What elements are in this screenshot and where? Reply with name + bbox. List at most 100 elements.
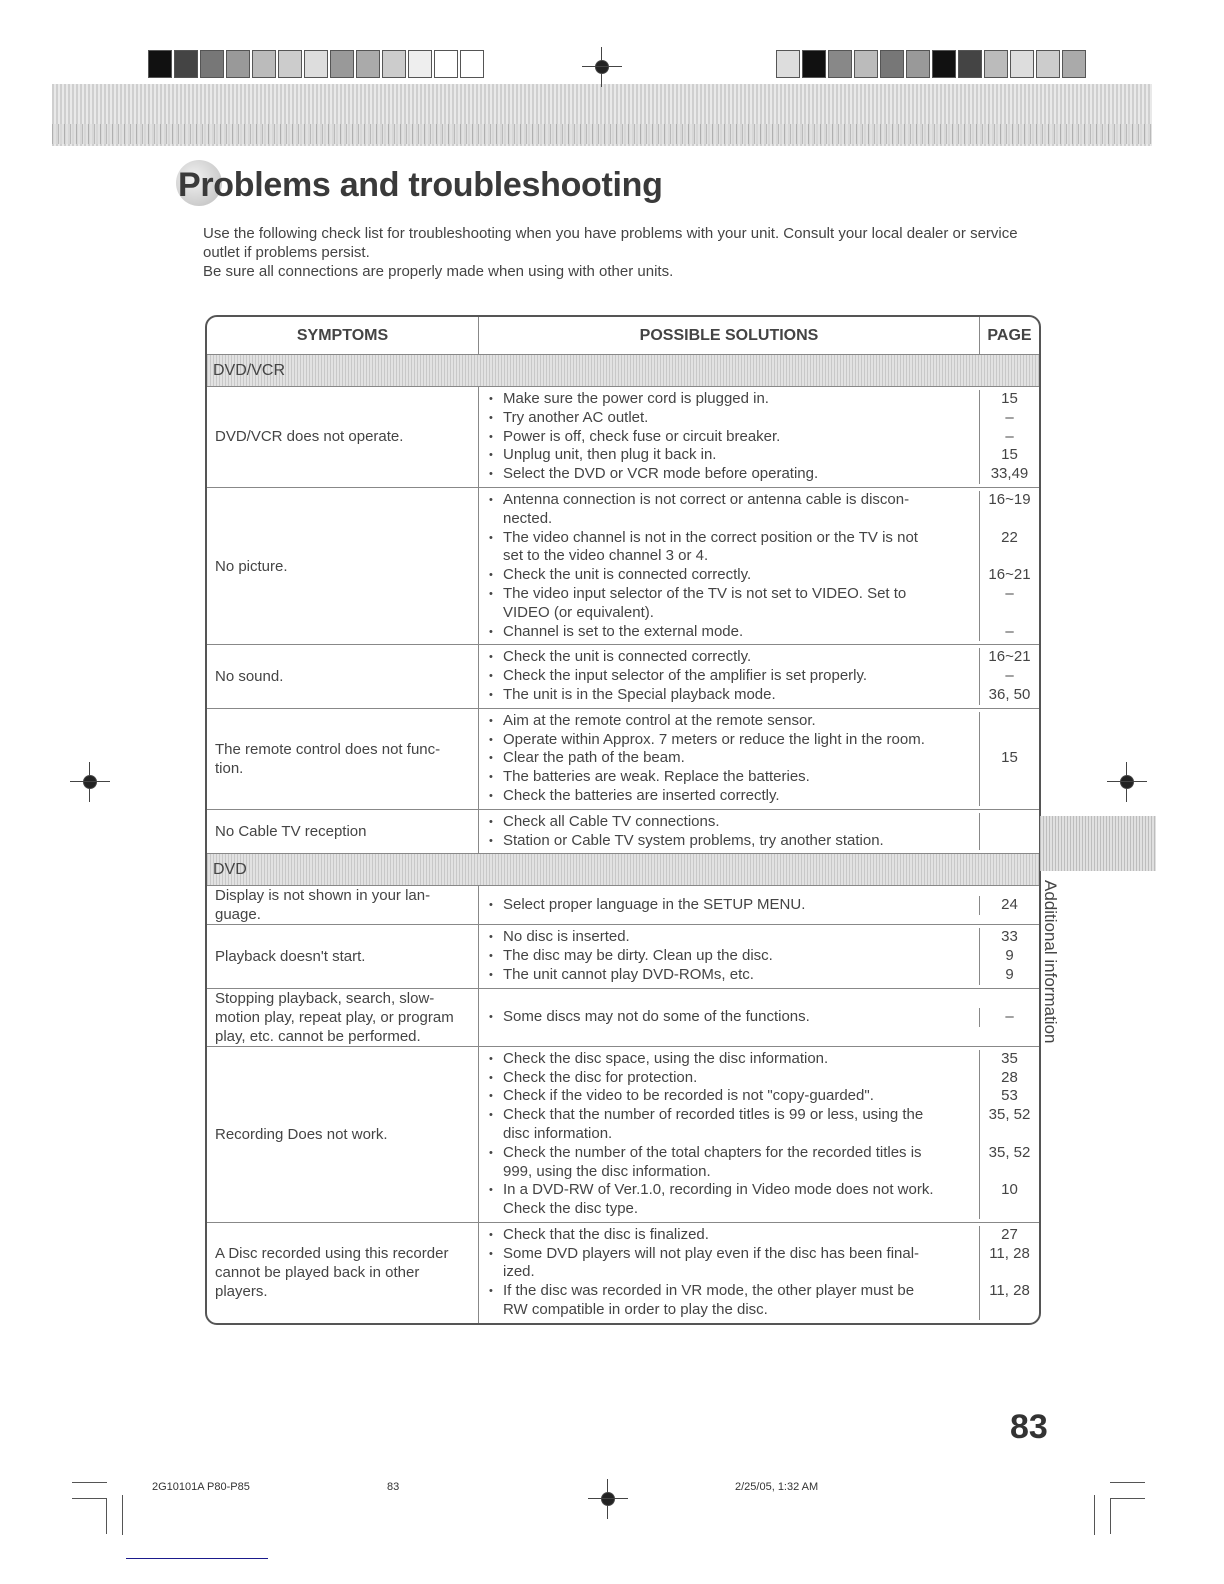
color-bar-right [776,50,1086,78]
table-row: A Disc recorded using this recorder canno… [207,1222,1039,1323]
page-ref: 24 [1001,895,1018,913]
solution-text: Unplug unit, then plug it back in. [479,446,980,466]
page-ref: 16~19 [988,490,1031,508]
symptom-cell: DVD/VCR does not operate. [207,387,479,487]
solution-line: The video input selector of the TV is no… [489,585,979,604]
page-ref: 9 [1005,947,1014,965]
solution-text: The video input selector of the TV is no… [479,584,980,623]
table-row: DVD/VCR does not operate. Make sure the p… [207,387,1039,488]
solution-item: Unplug unit, then plug it back in. 15 [479,446,1039,466]
header-page: PAGE [987,327,1032,344]
solution-line: Operate within Approx. 7 meters or reduc… [489,731,979,750]
page-ref: 35, 52 [988,1143,1031,1161]
page-ref [980,768,1039,787]
solution-line: The video channel is not in the correct … [489,529,979,548]
solution-line: Antenna connection is not correct or ant… [489,491,979,510]
solution-text: Check the unit is connected correctly. [479,648,980,668]
solution-text: Antenna connection is not correct or ant… [479,490,980,529]
symptom-cell: No Cable TV reception [207,809,479,854]
solution-line: In a DVD-RW of Ver.1.0, recording in Vid… [489,1181,979,1200]
solution-line: Aim at the remote control at the remote … [489,712,979,731]
solutions-cell: Check all Cable TV connections.Station o… [479,810,1039,854]
solution-text: Station or Cable TV system problems, try… [479,831,980,851]
symptom-line: cannot be played back in other [215,1264,420,1282]
page-ref: 11, 28 [989,1282,1030,1300]
page-ref: – [1005,1007,1014,1025]
crop-mark [1110,1498,1111,1534]
page-ref: – [1005,427,1014,445]
solutions-cell: Antenna connection is not correct or ant… [479,488,1039,644]
registration-mark-icon [1107,762,1147,802]
solution-text: Check that the disc is finalized. [479,1225,980,1245]
color-bar-left [148,50,484,78]
solution-line: Check that the number of recorded titles… [489,1106,979,1125]
page-ref: 10 [1001,1181,1018,1199]
header-solutions: POSSIBLE SOLUTIONS [479,317,980,354]
solution-text: The unit cannot play DVD-ROMs, etc. [479,965,980,985]
solution-text: Try another AC outlet. [479,408,980,428]
footer-code: 2G10101A P80-P85 [152,1481,250,1493]
footer-date: 2/25/05, 1:32 AM [735,1481,819,1493]
solution-line: Unplug unit, then plug it back in. [489,446,979,465]
symptom-cell: Display is not shown in your lan-guage. [207,886,479,925]
solution-line: Check all Cable TV connections. [489,813,979,832]
page-ref [980,731,1039,750]
page-ref: – [1005,584,1014,602]
solution-text: Select proper language in the SETUP MENU… [479,895,980,915]
solution-line: Check the disc type. [503,1200,639,1218]
intro-text: Use the following check list for trouble… [203,224,1053,281]
symptom-line: Playback doesn't start. [215,948,366,966]
solution-text: If the disc was recorded in VR mode, the… [479,1282,980,1320]
solution-text: The disc may be dirty. Clean up the disc… [479,947,980,966]
symptom-line: DVD/VCR does not operate. [215,428,404,446]
page-ref: 15 [1001,446,1018,464]
page-ref: 16~21 [988,566,1031,584]
solution-text: Check the unit is connected correctly. [479,566,980,585]
solution-item: Station or Cable TV system problems, try… [479,831,1039,851]
solution-text: Check that the number of recorded titles… [479,1106,980,1144]
crop-mark [122,1495,123,1535]
header-symptoms: SYMPTOMS [207,317,479,354]
troubleshooting-table: SYMPTOMS POSSIBLE SOLUTIONS PAGE DVD/VCR… [205,315,1041,1325]
crop-mark [106,1498,107,1534]
table-row: Display is not shown in your lan-guage. S… [207,886,1039,926]
table-header: SYMPTOMS POSSIBLE SOLUTIONS PAGE [207,317,1039,355]
solution-line: Check the number of the total chapters f… [489,1144,979,1163]
page-ref [980,832,1039,851]
symptom-line: players. [215,1283,268,1301]
table-row: No picture. Antenna connection is not cor… [207,487,1039,646]
page-ref: 27 [1001,1225,1018,1243]
page-ref: 11, 28 [989,1244,1030,1262]
solution-line: ized. [503,1263,535,1281]
solution-item: Check the disc space, using the disc inf… [479,1049,1039,1069]
solution-item: Check that the number of recorded titles… [479,1106,1039,1144]
solution-line: Check that the disc is finalized. [489,1226,979,1245]
page-ref: 33,49 [990,465,1029,483]
solution-line: Check the input selector of the amplifie… [489,667,979,686]
symptom-cell: No picture. [207,487,479,645]
solution-item: Clear the path of the beam. 15 [479,749,1039,769]
solution-line: The unit is in the Special playback mode… [489,686,979,705]
solution-line: disc information. [503,1124,613,1142]
solutions-cell: Check that the disc is finalized. 27 Some … [479,1223,1039,1323]
table-row: No Cable TV reception Check all Cable TV … [207,809,1039,855]
solution-text: The batteries are weak. Replace the batt… [479,768,980,787]
solution-item: Aim at the remote control at the remote … [479,711,1039,731]
solution-item: In a DVD-RW of Ver.1.0, recording in Vid… [479,1181,1039,1219]
solution-text: Clear the path of the beam. [479,749,980,769]
solution-item: Operate within Approx. 7 meters or reduc… [479,730,1039,750]
section-header: DVD [207,854,1039,887]
table-row: Playback doesn't start. No disc is insert… [207,925,1039,989]
solution-item: The video input selector of the TV is no… [479,584,1039,623]
solution-item: Select the DVD or VCR mode before operat… [479,465,1039,484]
table-row: The remote control does not func-tion. Ai… [207,708,1039,810]
solution-item: Some DVD players will not play even if t… [479,1244,1039,1283]
solution-item: Antenna connection is not correct or ant… [479,490,1039,529]
solution-line: If the disc was recorded in VR mode, the… [489,1282,979,1301]
header-band-stripes [52,124,1152,144]
solution-text: Check if the video to be recorded is not… [479,1087,980,1107]
symptom-line: guage. [215,906,261,924]
section-tab [1040,816,1156,871]
table-row: Stopping playback, search, slow-motion p… [207,988,1039,1047]
solution-item: Channel is set to the external mode. – [479,622,1039,642]
